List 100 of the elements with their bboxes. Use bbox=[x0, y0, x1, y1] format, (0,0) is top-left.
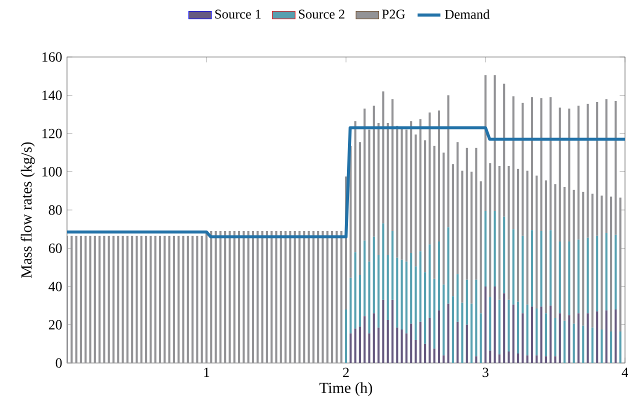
y-tick-label: 80 bbox=[48, 205, 62, 215]
bar bbox=[475, 148, 478, 280]
bar bbox=[186, 236, 189, 363]
bar bbox=[98, 236, 101, 363]
bar bbox=[358, 326, 361, 363]
x-tick-label: 1 bbox=[204, 368, 210, 377]
bar bbox=[117, 236, 120, 363]
bar bbox=[442, 152, 445, 285]
bar bbox=[577, 106, 580, 240]
bar bbox=[489, 350, 492, 363]
bar bbox=[466, 280, 468, 325]
bar bbox=[498, 166, 500, 300]
bar bbox=[405, 130, 408, 262]
bar bbox=[196, 236, 198, 363]
bar bbox=[586, 104, 589, 238]
bar bbox=[614, 234, 617, 310]
bar bbox=[619, 331, 622, 363]
bar bbox=[224, 231, 226, 363]
bar bbox=[433, 348, 436, 363]
bar bbox=[530, 306, 534, 363]
bar bbox=[558, 242, 561, 314]
bar bbox=[140, 236, 142, 363]
bar bbox=[131, 236, 134, 363]
bar bbox=[596, 236, 598, 312]
bar bbox=[540, 98, 542, 232]
bar bbox=[550, 97, 552, 230]
bar bbox=[484, 286, 487, 363]
bar bbox=[270, 231, 273, 363]
bar bbox=[577, 313, 580, 363]
bar bbox=[503, 293, 506, 363]
x-axis-title: Time (h) bbox=[320, 382, 372, 396]
x-tick-label: 3 bbox=[482, 368, 488, 378]
bar bbox=[494, 75, 496, 211]
bar bbox=[480, 313, 482, 363]
bar bbox=[84, 236, 87, 363]
bar bbox=[358, 142, 361, 276]
bar bbox=[424, 272, 426, 344]
bar bbox=[498, 354, 500, 363]
y-tick-label: 0 bbox=[56, 358, 62, 368]
bar bbox=[308, 231, 310, 363]
y-tick-label: 40 bbox=[48, 282, 62, 292]
bar bbox=[522, 236, 524, 314]
bar bbox=[382, 300, 384, 363]
bar bbox=[503, 84, 506, 217]
bar bbox=[214, 231, 217, 363]
bar bbox=[378, 254, 380, 328]
bar bbox=[80, 236, 82, 363]
bar bbox=[350, 333, 352, 363]
bar bbox=[517, 353, 520, 363]
bar bbox=[526, 355, 528, 363]
bar bbox=[112, 236, 115, 363]
bar bbox=[572, 324, 575, 363]
y-tick-label: 100 bbox=[42, 167, 62, 176]
bar bbox=[396, 258, 398, 328]
bar bbox=[484, 75, 487, 211]
bar bbox=[526, 304, 528, 356]
bar bbox=[577, 240, 580, 314]
bar bbox=[400, 330, 403, 363]
bar bbox=[410, 253, 412, 324]
bar bbox=[536, 355, 538, 363]
bar bbox=[344, 309, 348, 363]
bar bbox=[489, 297, 492, 351]
bar bbox=[414, 134, 417, 266]
bar bbox=[456, 142, 459, 274]
bar bbox=[550, 230, 552, 306]
bar bbox=[368, 130, 370, 262]
bar bbox=[447, 227, 450, 304]
bar bbox=[382, 91, 384, 224]
bar bbox=[228, 231, 231, 363]
y-tick-label: 140 bbox=[42, 90, 62, 100]
bar bbox=[564, 320, 566, 363]
bar bbox=[386, 254, 389, 320]
bar bbox=[503, 216, 506, 294]
bar bbox=[284, 231, 287, 363]
bar bbox=[526, 170, 528, 305]
legend-label: Demand bbox=[444, 9, 490, 19]
bar bbox=[466, 148, 468, 280]
bar bbox=[494, 210, 496, 286]
bar bbox=[136, 236, 138, 363]
bar bbox=[219, 231, 222, 363]
bar bbox=[596, 311, 598, 363]
bar bbox=[600, 196, 603, 330]
bar bbox=[238, 231, 240, 363]
bar bbox=[447, 95, 450, 228]
bar bbox=[605, 99, 608, 233]
bar bbox=[610, 196, 612, 332]
bar bbox=[126, 236, 128, 363]
bar bbox=[424, 344, 426, 363]
bar bbox=[317, 231, 320, 363]
bar bbox=[391, 99, 394, 232]
bar bbox=[400, 260, 403, 330]
bar bbox=[354, 252, 356, 329]
bar bbox=[428, 244, 431, 318]
bar bbox=[414, 266, 417, 340]
bar bbox=[289, 231, 292, 363]
bar bbox=[586, 238, 589, 314]
bar bbox=[536, 308, 538, 356]
bar bbox=[414, 340, 417, 363]
bar bbox=[298, 231, 301, 363]
bar bbox=[456, 322, 459, 363]
